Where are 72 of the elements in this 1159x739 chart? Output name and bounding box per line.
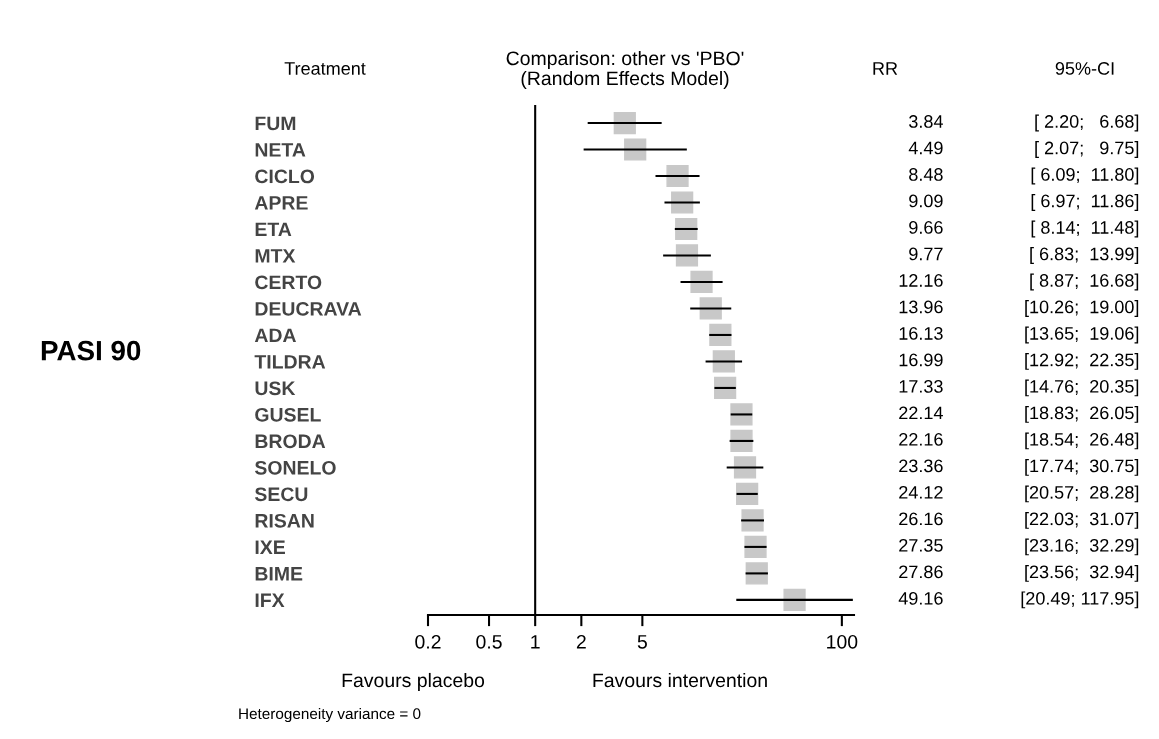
y-tick-label: BRODA	[255, 434, 326, 449]
y-tick-label: GUSEL	[255, 407, 321, 422]
data-label: 27.35	[899, 538, 943, 552]
y-tick-label: IFX	[255, 593, 285, 607]
text: [ 2.07; 9.75]	[1035, 141, 1139, 158]
text: Treatment	[284, 62, 366, 75]
text: [23.56; 32.94]	[1025, 564, 1139, 582]
text: [18.54; 26.48]	[1025, 432, 1139, 450]
y-tick-label: BIME	[255, 567, 303, 581]
data-label: 9.77	[909, 247, 943, 261]
y-tick-label: TILDRA	[254, 355, 326, 369]
chart-subtitle: (Random Effects Model)	[521, 70, 729, 90]
y-tick-label: CICLO	[255, 169, 315, 184]
text: [22.03; 31.07]	[1025, 512, 1139, 529]
data-label: 22.16	[899, 433, 943, 446]
text: [17.74; 30.75]	[1025, 459, 1139, 476]
text: [12.92; 22.35]	[1025, 353, 1139, 370]
x-tick-label: 1	[531, 635, 540, 649]
text: Favours placebo	[342, 672, 485, 692]
x-tick-label: 100	[827, 634, 858, 649]
text: [ 2.20; 6.68]	[1035, 114, 1139, 132]
data-label: 8.48	[909, 168, 943, 181]
y-tick-label: NETA	[255, 143, 306, 157]
y-tick-label: SECU	[254, 487, 308, 502]
data-label: 24.12	[899, 485, 943, 499]
y-tick-label: IXE	[255, 540, 285, 554]
y-tick-label: ETA	[255, 222, 292, 237]
data-label: 16.13	[899, 327, 943, 340]
y-tick-label: APRE	[254, 196, 308, 210]
data-label: 23.36	[899, 459, 943, 473]
text: [13.65; 19.06]	[1025, 326, 1139, 344]
text: Favours intervention	[593, 672, 767, 688]
y-tick-label: MTX	[255, 249, 296, 263]
text: [10.26; 19.00]	[1025, 300, 1139, 317]
y-tick-label: CERTO	[255, 275, 322, 290]
x-tick-label: 2	[576, 634, 586, 649]
x-tick-label: 5	[637, 635, 647, 649]
data-label: 27.86	[899, 565, 943, 579]
data-label: 13.96	[899, 300, 943, 314]
y-tick-label: SONELO	[254, 460, 336, 475]
data-label: 12.16	[899, 274, 943, 287]
y-tick-label: FUM	[255, 116, 296, 131]
data-label: 22.14	[899, 406, 943, 420]
text: [14.76; 20.35]	[1025, 379, 1139, 397]
text: [ 6.97; 11.86]	[1031, 194, 1139, 211]
text: [ 8.14; 11.48]	[1031, 220, 1139, 238]
text: [20.57; 28.28]	[1025, 485, 1139, 503]
data-label: 4.49	[908, 141, 943, 155]
data-label: 9.09	[909, 194, 943, 208]
text: [20.49; 117.95]	[1021, 591, 1139, 609]
text: RR	[873, 62, 898, 75]
y-tick-label: DEUCRAVA	[255, 301, 362, 316]
y-tick-label: ADA	[254, 328, 296, 343]
text: 95%-CI	[1055, 62, 1114, 75]
text: [18.83; 26.05]	[1025, 406, 1139, 423]
y-tick-label: RISAN	[255, 513, 314, 528]
data-label: 26.16	[899, 512, 943, 526]
data-label: 17.33	[899, 380, 943, 393]
data-label: 3.84	[909, 115, 943, 128]
text: [ 6.09; 11.80]	[1031, 167, 1139, 185]
data-label: 9.66	[909, 221, 943, 234]
chart-title: Comparison: other vs 'PBO'	[506, 50, 744, 70]
x-tick-label: 0.5	[476, 634, 502, 649]
data-label: 49.16	[898, 591, 943, 605]
x-tick-label: 0.2	[415, 634, 441, 649]
text: [23.16; 32.29]	[1025, 538, 1139, 556]
text: [ 6.83; 13.99]	[1030, 247, 1139, 264]
y-tick-label: USK	[255, 381, 296, 396]
y-axis-title: PASI 90	[41, 340, 141, 361]
text: Heterogeneity variance = 0	[239, 707, 421, 723]
data-label: 16.99	[899, 353, 943, 367]
text: [ 8.87; 16.68]	[1030, 273, 1139, 291]
